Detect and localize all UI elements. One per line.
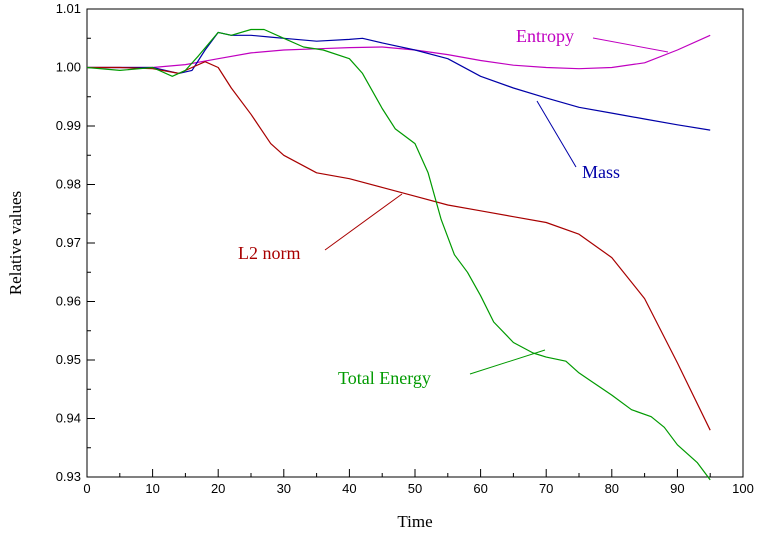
- entropy-label: Entropy: [516, 26, 574, 46]
- l2-norm-leader-line: [324, 193, 403, 251]
- y-tick-label: 0.93: [56, 469, 81, 484]
- x-tick-label: 80: [605, 481, 619, 496]
- x-tick-label: 50: [408, 481, 422, 496]
- x-axis-title: Time: [397, 512, 432, 531]
- x-tick-label: 10: [145, 481, 159, 496]
- y-axis-ticks: 0.93 0.94 0.95 0.96 0.97 0.98 0.99 1.00 1.01: [56, 1, 95, 484]
- x-tick-label: 100: [732, 481, 754, 496]
- x-tick-label: 70: [539, 481, 553, 496]
- x-tick-label: 40: [342, 481, 356, 496]
- l2-norm-label: L2 norm: [238, 243, 301, 263]
- y-tick-label: 0.98: [56, 177, 81, 192]
- y-axis-title: Relative values: [6, 191, 25, 295]
- x-tick-label: 90: [670, 481, 684, 496]
- l2-norm-line: [87, 61, 711, 431]
- y-tick-label: 0.94: [56, 411, 81, 426]
- y-tick-label: 1.01: [56, 1, 81, 16]
- x-axis-ticks: 0 10 20 30 40 50 60 70 80 90 100: [83, 469, 754, 496]
- y-tick-label: 0.95: [56, 352, 81, 367]
- total-energy-leader-line: [469, 349, 546, 375]
- x-tick-label: 60: [473, 481, 487, 496]
- x-tick-label: 0: [83, 481, 90, 496]
- entropy-leader-line: [592, 37, 669, 53]
- y-tick-label: 0.97: [56, 235, 81, 250]
- y-tick-label: 0.99: [56, 118, 81, 133]
- x-tick-label: 20: [211, 481, 225, 496]
- total-energy-line: [86, 28, 711, 481]
- series-annotations: Entropy Mass L2 norm Total Energy: [238, 26, 669, 388]
- total-energy-label: Total Energy: [338, 368, 431, 388]
- series-lines: [86, 28, 711, 481]
- mass-label: Mass: [582, 162, 620, 182]
- mass-leader-line: [536, 100, 577, 168]
- y-tick-label: 1.00: [56, 60, 81, 75]
- x-tick-label: 30: [277, 481, 291, 496]
- y-tick-label: 0.96: [56, 294, 81, 309]
